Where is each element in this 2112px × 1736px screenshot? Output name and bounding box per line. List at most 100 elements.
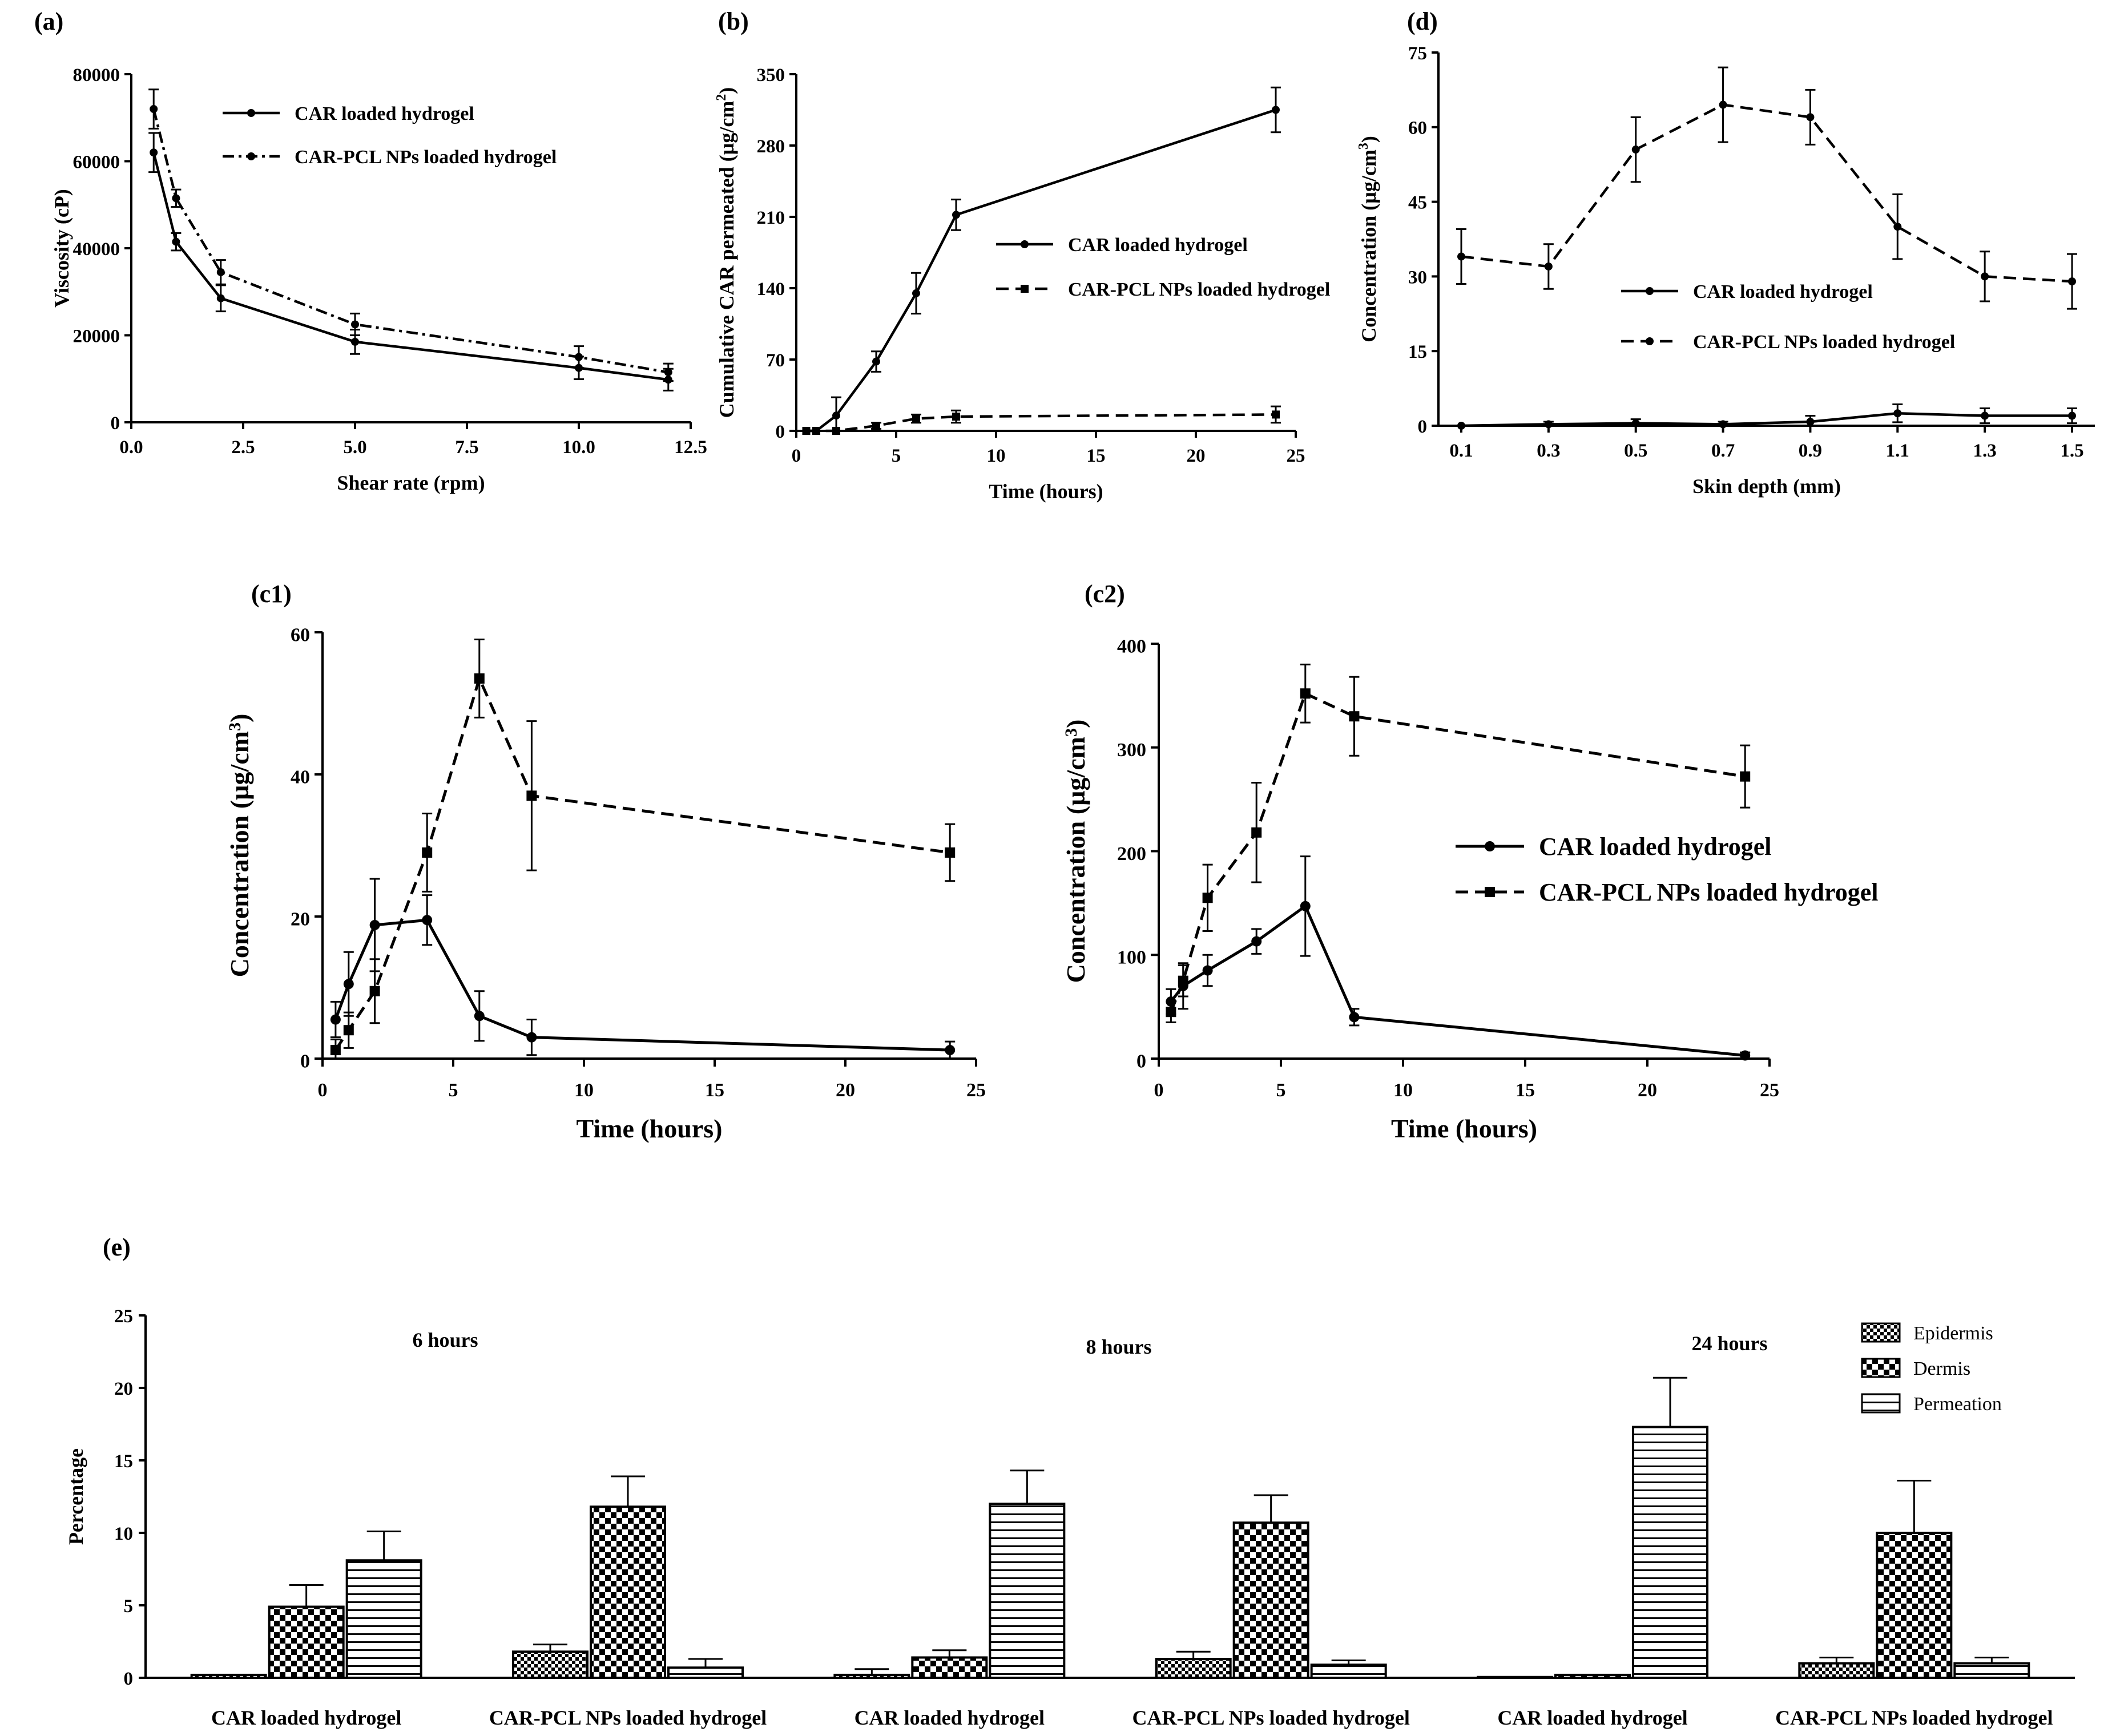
data-point-a-1 [575, 353, 583, 361]
x-tick-label-b: 10 [987, 446, 1006, 466]
data-point-c2-0 [1740, 1050, 1751, 1061]
y-tick-label-a: 40000 [73, 239, 120, 260]
y-tick-label-a: 80000 [73, 65, 120, 86]
legend-marker-a-0 [247, 109, 255, 117]
bar-epidermis-0 [190, 1673, 267, 1679]
bar-dermis-0 [268, 1605, 345, 1680]
data-point-b-0 [912, 289, 920, 297]
data-point-a-0 [172, 237, 180, 246]
data-point-b-1 [952, 413, 960, 421]
category-label-e: CAR loaded hydrogel [855, 1706, 1045, 1729]
y-axis-label-close-d: ) [1357, 136, 1380, 143]
x-axis-label-c1: Time (hours) [577, 1114, 723, 1143]
data-point-b-1 [832, 427, 840, 435]
group-label-e: 8 hours [1086, 1335, 1151, 1358]
data-point-a-0 [216, 294, 225, 302]
data-point-b-1 [802, 427, 811, 435]
legend-marker-d-1 [1646, 337, 1654, 345]
bar-permeation-5 [1953, 1662, 2030, 1680]
data-point-c2-1 [1178, 975, 1188, 986]
data-point-c2-0 [1251, 936, 1262, 947]
category-label-e: CAR-PCL NPs loaded hydrogel [489, 1706, 767, 1729]
x-tick-label-d: 1.1 [1886, 441, 1909, 461]
data-point-d-1 [1806, 113, 1815, 122]
y-tick-label-b: 350 [757, 65, 785, 86]
bar-permeation-4 [1632, 1426, 1708, 1680]
y-axis-label-c1: Concentration (µg/cm3) [225, 714, 254, 978]
x-tick-label-c2: 15 [1516, 1080, 1535, 1101]
data-point-a-0 [351, 337, 359, 346]
x-tick-label-a: 10.0 [562, 437, 595, 458]
data-point-b-0 [1272, 106, 1280, 114]
x-tick-label-a: 0.0 [119, 437, 143, 458]
bar-dermis-4 [1554, 1673, 1631, 1679]
data-point-b-0 [872, 357, 880, 366]
y-axis-label-close-c2: ) [1061, 720, 1090, 728]
y-tick-label-d: 45 [1408, 193, 1427, 213]
data-point-d-1 [1719, 100, 1727, 109]
x-tick-label-d: 0.1 [1449, 441, 1473, 461]
series-line-d-0 [1461, 411, 2072, 427]
y-tick-label-b: 210 [757, 208, 785, 228]
y-tick-label-d: 30 [1408, 267, 1427, 288]
x-tick-label-d: 0.5 [1624, 441, 1647, 461]
y-tick-label-e: 25 [114, 1306, 133, 1327]
legend-marker-d-0 [1646, 287, 1654, 295]
y-axis-label-sup-d: 3 [1356, 143, 1371, 150]
data-point-c2-0 [1300, 901, 1311, 911]
y-tick-label-b: 280 [757, 136, 785, 157]
x-tick-label-d: 0.3 [1537, 441, 1560, 461]
legend-label-d-1: CAR-PCL NPs loaded hydrogel [1693, 332, 1955, 353]
y-tick-label-e: 5 [124, 1596, 134, 1617]
data-point-c1-1 [422, 847, 433, 858]
y-axis-label-c2: Concentration (µg/cm3) [1061, 720, 1090, 983]
data-point-c1-1 [474, 673, 485, 684]
data-point-c1-0 [474, 1011, 485, 1022]
x-axis-label-a: Shear rate (rpm) [337, 471, 485, 494]
data-point-d-0 [1981, 411, 1989, 420]
bar-epidermis-5 [1798, 1662, 1875, 1680]
x-tick-label-c1: 20 [836, 1080, 855, 1101]
y-axis-label-b: Cumulative CAR permeated (µg/cm2) [714, 87, 738, 418]
series-line-d-1 [1461, 103, 2073, 283]
x-tick-label-c1: 25 [966, 1080, 986, 1101]
y-axis-label-text-c1: Concentration (µg/cm [225, 731, 254, 977]
x-tick-label-c1: 10 [574, 1080, 594, 1101]
bar-dermis-1 [590, 1505, 666, 1680]
bar-epidermis-1 [512, 1650, 589, 1680]
data-point-d-0 [1544, 420, 1553, 429]
y-tick-label-a: 60000 [73, 152, 120, 172]
x-tick-label-c1: 15 [705, 1080, 724, 1101]
data-point-c2-1 [1740, 771, 1751, 782]
y-axis-label-sup-c1: 3 [225, 722, 244, 731]
x-tick-label-a: 7.5 [455, 437, 478, 458]
legend-swatch-permeation [1861, 1393, 1901, 1414]
y-tick-label-b: 0 [776, 422, 785, 442]
legend-swatch-epidermis [1861, 1322, 1901, 1343]
data-point-a-1 [351, 320, 359, 329]
legend-marker-b-1 [1021, 285, 1029, 293]
y-tick-label-d: 75 [1408, 43, 1427, 64]
y-tick-label-e: 0 [124, 1669, 134, 1689]
y-tick-label-d: 0 [1418, 417, 1428, 437]
data-point-c2-1 [1166, 1007, 1176, 1018]
category-label-e: CAR loaded hydrogel [1497, 1706, 1687, 1729]
data-point-c1-0 [945, 1045, 956, 1056]
y-tick-label-d: 15 [1408, 342, 1427, 362]
x-tick-label-c2: 10 [1393, 1080, 1413, 1101]
series-line-a-0 [152, 152, 669, 381]
x-tick-label-d: 0.7 [1711, 441, 1735, 461]
bar-dermis-2 [911, 1656, 988, 1679]
y-tick-label-c1: 40 [291, 766, 310, 788]
panel-label-c1: (c1) [251, 580, 292, 608]
bar-permeation-1 [667, 1666, 744, 1679]
panel-label-b: (b) [718, 7, 749, 35]
data-point-c1-0 [343, 979, 354, 990]
category-label-e: CAR loaded hydrogel [211, 1706, 401, 1729]
y-tick-label-c1: 60 [291, 624, 310, 645]
data-point-b-1 [872, 422, 880, 430]
x-tick-label-a: 2.5 [231, 437, 255, 458]
y-tick-label-c2: 200 [1117, 843, 1146, 865]
legend-label-a-1: CAR-PCL NPs loaded hydrogel [295, 147, 557, 168]
